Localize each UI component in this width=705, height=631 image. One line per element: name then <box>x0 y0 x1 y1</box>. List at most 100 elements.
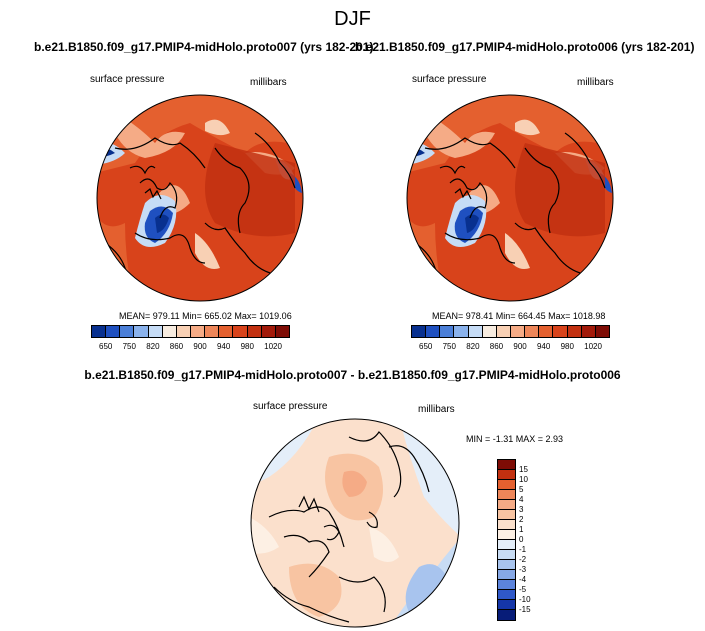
colorbar-swatch <box>120 326 135 337</box>
colorbar-label: 940 <box>216 342 231 351</box>
colorbar-label: 860 <box>169 342 184 351</box>
left-colorbar: 650 750 820 860 900 940 980 1020 <box>91 325 290 351</box>
colorbar-label: 820 <box>146 342 160 351</box>
colorbar-label: -15 <box>519 605 531 614</box>
colorbar-swatch <box>498 610 515 620</box>
right-polar-map <box>406 94 614 302</box>
colorbar-swatch <box>162 326 177 337</box>
colorbar-swatch <box>498 520 515 530</box>
difference-title: b.e21.B1850.f09_g17.PMIP4-midHolo.proto0… <box>84 368 621 382</box>
colorbar-label: -2 <box>519 555 527 564</box>
colorbar-label: 900 <box>193 342 207 351</box>
right-colorbar-labels: 650 750 820 860 900 940 980 1020 <box>411 342 610 351</box>
right-units-label: millibars <box>577 77 614 88</box>
colorbar-label: 3 <box>519 505 524 514</box>
colorbar-swatch <box>498 580 515 590</box>
diff-colorbar-swatches <box>497 459 516 621</box>
colorbar-swatch <box>440 326 455 337</box>
colorbar-swatch <box>498 500 515 510</box>
colorbar-swatch <box>454 326 469 337</box>
colorbar-swatch <box>498 490 515 500</box>
colorbar-label: 1020 <box>584 342 602 351</box>
colorbar-label: 750 <box>442 342 456 351</box>
colorbar-label: 10 <box>519 475 528 484</box>
right-panel-title: b.e21.B1850.f09_g17.PMIP4-midHolo.proto0… <box>355 40 695 54</box>
colorbar-swatch <box>525 326 540 337</box>
colorbar-swatch <box>498 460 515 470</box>
colorbar-label: 980 <box>560 342 574 351</box>
colorbar-label: -10 <box>519 595 531 604</box>
colorbar-label: -1 <box>519 545 527 554</box>
colorbar-label: -3 <box>519 565 527 574</box>
colorbar-label: 900 <box>513 342 527 351</box>
colorbar-swatch <box>412 326 427 337</box>
right-colorbar: 650 750 820 860 900 940 980 1020 <box>411 325 610 351</box>
diff-units-label: millibars <box>418 404 455 415</box>
colorbar-swatch <box>134 326 149 337</box>
colorbar-swatch <box>498 530 515 540</box>
colorbar-swatch <box>567 326 582 337</box>
colorbar-swatch <box>496 326 511 337</box>
colorbar-swatch <box>233 326 248 337</box>
left-colorbar-labels: 650 750 820 860 900 940 980 1020 <box>91 342 290 351</box>
diff-colorbar-labels: 15 10 5 4 3 2 1 0 -1 -2 -3 -4 -5 -10 -15 <box>519 465 531 615</box>
colorbar-swatch <box>205 326 220 337</box>
colorbar-swatch <box>498 510 515 520</box>
colorbar-swatch <box>247 326 262 337</box>
colorbar-swatch <box>190 326 206 337</box>
colorbar-swatch <box>498 570 515 580</box>
season-title: DJF <box>334 8 371 30</box>
right-variable-label: surface pressure <box>412 74 487 85</box>
colorbar-swatch <box>261 326 276 337</box>
colorbar-swatch <box>498 600 515 610</box>
colorbar-swatch <box>539 326 554 337</box>
colorbar-label: 820 <box>466 342 480 351</box>
colorbar-label: 5 <box>519 485 524 494</box>
colorbar-label: 2 <box>519 515 524 524</box>
diff-colorbar <box>497 459 516 621</box>
colorbar-label: 1 <box>519 525 524 534</box>
colorbar-swatch <box>219 326 234 337</box>
diff-variable-label: surface pressure <box>253 401 328 412</box>
left-panel-title: b.e21.B1850.f09_g17.PMIP4-midHolo.proto0… <box>34 40 374 54</box>
colorbar-label: 650 <box>419 342 433 351</box>
colorbar-swatch <box>275 326 289 337</box>
left-polar-map <box>96 94 304 302</box>
right-colorbar-swatches <box>411 325 610 338</box>
colorbar-label: 4 <box>519 495 524 504</box>
colorbar-swatch <box>498 560 515 570</box>
colorbar-swatch <box>148 326 163 337</box>
colorbar-swatch <box>498 540 515 550</box>
colorbar-swatch <box>498 590 515 600</box>
colorbar-swatch <box>482 326 497 337</box>
colorbar-label: 650 <box>99 342 113 351</box>
diff-stats: MIN = -1.31 MAX = 2.93 <box>466 434 564 444</box>
colorbar-label: 980 <box>240 342 254 351</box>
colorbar-swatch <box>92 326 107 337</box>
left-units-label: millibars <box>250 77 287 88</box>
colorbar-label: 15 <box>519 465 528 474</box>
colorbar-label: 860 <box>489 342 504 351</box>
colorbar-swatch <box>510 326 526 337</box>
difference-polar-map <box>250 418 460 628</box>
colorbar-swatch <box>581 326 596 337</box>
colorbar-label: 0 <box>519 535 524 544</box>
colorbar-label: 940 <box>536 342 551 351</box>
colorbar-swatch <box>595 326 609 337</box>
left-variable-label: surface pressure <box>90 74 165 85</box>
left-stats: MEAN= 979.11 Min= 665.02 Max= 1019.06 <box>119 311 292 321</box>
colorbar-label: -5 <box>519 585 527 594</box>
colorbar-label: 750 <box>122 342 136 351</box>
colorbar-label: 1020 <box>264 342 282 351</box>
colorbar-swatch <box>176 326 191 337</box>
colorbar-label: -4 <box>519 575 527 584</box>
colorbar-swatch <box>426 326 441 337</box>
colorbar-swatch <box>553 326 568 337</box>
colorbar-swatch <box>498 480 515 490</box>
left-colorbar-swatches <box>91 325 290 338</box>
colorbar-swatch <box>498 550 515 560</box>
right-stats: MEAN= 978.41 Min= 664.45 Max= 1018.98 <box>432 311 606 321</box>
colorbar-swatch <box>468 326 483 337</box>
colorbar-swatch <box>498 470 515 480</box>
colorbar-swatch <box>106 326 121 337</box>
